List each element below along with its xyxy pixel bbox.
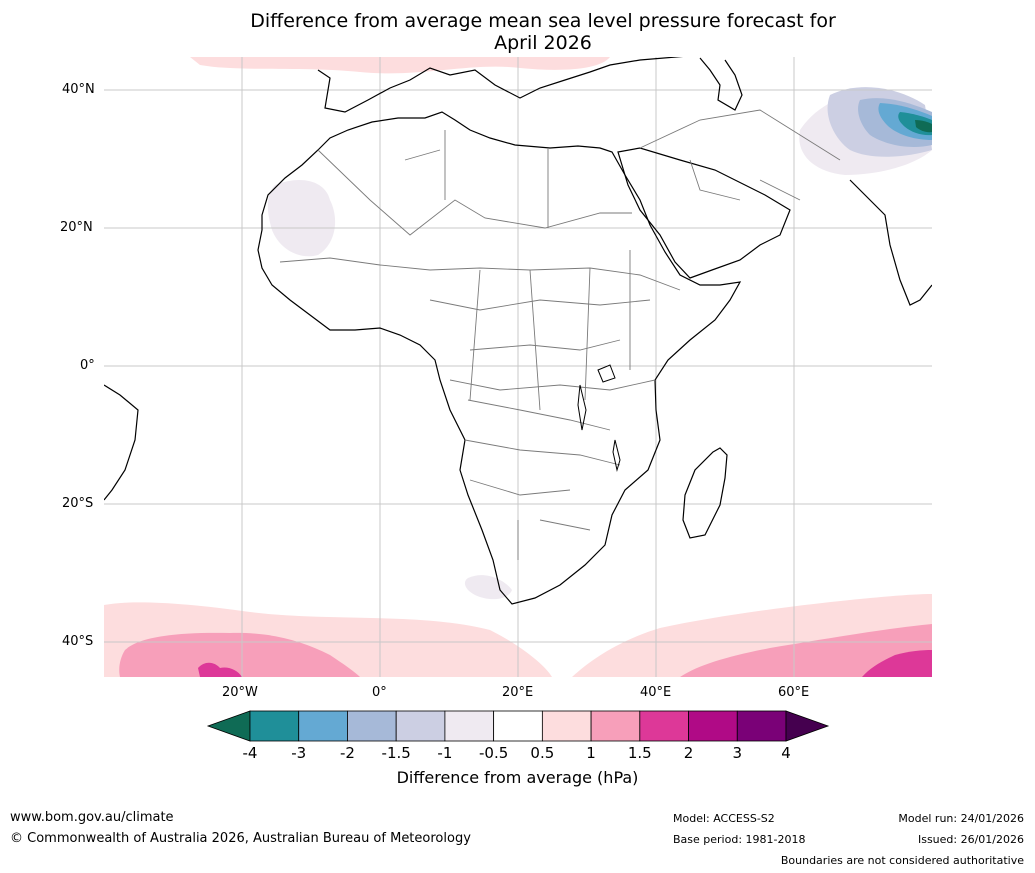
colorbar-box [688, 710, 738, 742]
lon-label-20e: 20°E [502, 685, 534, 700]
coastline-africa [257, 111, 742, 605]
colorbar-tick-label: -4 [242, 744, 258, 762]
coastline-madagascar [682, 447, 728, 539]
lon-label-20w: 20°W [222, 685, 258, 700]
country-borders [279, 109, 841, 560]
border-sahara-north [317, 149, 632, 236]
lake-tanganyika [577, 384, 587, 431]
anomaly-fill-southern-africa-lilac [464, 575, 512, 600]
footer-disclaimer: Boundaries are not considered authoritat… [780, 854, 1024, 867]
colorbar-tick-label: -3 [291, 744, 307, 762]
coastline-south-america [104, 384, 139, 501]
border-central-africa [429, 299, 656, 391]
colorbar-box [249, 710, 300, 742]
colorbar-box [493, 710, 543, 742]
anomaly-fill-southeast-magenta [862, 650, 932, 677]
border-libya-egypt [404, 130, 549, 228]
colorbar-box [736, 710, 787, 742]
lat-label-20n: 20°N [60, 220, 93, 235]
lon-label-40e: 40°E [640, 685, 672, 700]
anomaly-fill-southeast-rose [680, 624, 932, 677]
coastline-europe [317, 57, 684, 113]
colorbar-tick-label: -2 [339, 744, 355, 762]
coastline-caspian [699, 57, 743, 111]
border-vertical-central [469, 250, 631, 411]
colorbar-tick-label: 1.5 [627, 744, 652, 762]
lat-label-20s: 20°S [62, 496, 94, 511]
anomaly-fill-southwest-rose [119, 632, 360, 677]
title-line-1: Difference from average mean sea level p… [250, 10, 836, 32]
colorbar-extend-high [785, 710, 830, 742]
colorbar-boxes [249, 710, 787, 742]
colorbar-box [347, 710, 397, 742]
colorbar-tick-label: 3 [732, 744, 743, 762]
lat-label-equator: 0° [80, 358, 95, 373]
lake-malawi [612, 439, 621, 472]
lakes [577, 364, 621, 472]
lat-label-40n: 40°N [62, 82, 95, 97]
chart-title: Difference from average mean sea level p… [0, 10, 1035, 54]
colorbar-box [541, 710, 592, 742]
lon-label-0: 0° [372, 685, 387, 700]
anomaly-fill-central-asia-dark [915, 120, 932, 133]
colorbar-box [444, 710, 495, 742]
border-sahel [279, 257, 681, 291]
colorbar-tick-label: 0.5 [530, 744, 555, 762]
anomaly-fill-southwest-magenta [198, 662, 242, 677]
colorbar-box [639, 710, 689, 742]
colorbar-box [298, 710, 348, 742]
colorbar-tick-label: 4 [781, 744, 791, 762]
anomaly-fill-north-pink [190, 57, 610, 74]
coastline-india [849, 179, 932, 306]
footer-issued: Issued: 26/01/2026 [917, 833, 1024, 846]
colorbar-tick-label: -1 [437, 744, 453, 762]
gridlines [104, 57, 932, 677]
anomaly-fill-west-africa-lilac [267, 180, 336, 257]
colorbar-label: Difference from average (hPa) [396, 768, 639, 787]
pressure-anomaly-fills [104, 57, 932, 677]
colorbar-extend-low [206, 710, 251, 742]
colorbar-tick-label: 2 [683, 744, 694, 762]
colorbar-tick-label: 1 [586, 744, 596, 762]
footer-copyright: © Commonwealth of Australia 2026, Austra… [10, 831, 471, 846]
coastline-arabia [617, 147, 791, 279]
border-southern-africa [464, 399, 621, 560]
lake-victoria [597, 364, 616, 383]
colorbar [206, 710, 830, 742]
colorbar-box [395, 710, 446, 742]
colorbar-tick-label: -1.5 [381, 744, 411, 762]
border-middle-east [639, 109, 841, 201]
title-line-2: April 2026 [494, 32, 592, 54]
footer-website: www.bom.gov.au/climate [10, 810, 174, 825]
footer-model-run: Model run: 24/01/2026 [898, 812, 1024, 825]
colorbar-tick-label: -0.5 [478, 744, 509, 762]
lon-label-60e: 60°E [778, 685, 810, 700]
lat-label-40s: 40°S [62, 634, 94, 649]
footer-model: Model: ACCESS-S2 [673, 812, 775, 825]
footer-base-period: Base period: 1981-2018 [673, 833, 806, 846]
colorbar-box [590, 710, 641, 742]
